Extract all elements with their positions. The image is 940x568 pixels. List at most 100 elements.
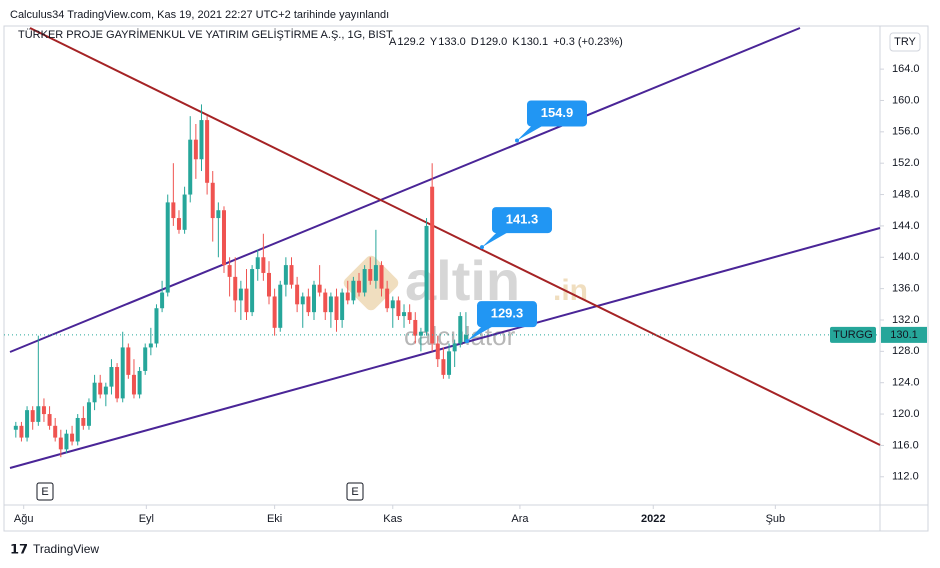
x-tick-label: Ağu	[14, 513, 34, 525]
candle-body	[452, 343, 457, 352]
candle-body	[176, 218, 181, 230]
candle-body	[447, 351, 452, 375]
candle-body	[351, 280, 356, 301]
candle-body	[126, 347, 131, 375]
plot	[13, 104, 468, 458]
candle-body	[402, 312, 407, 317]
candle-body	[250, 269, 255, 313]
callout-label: 154.9	[541, 105, 574, 120]
candle-body	[182, 194, 187, 230]
candle-body	[92, 382, 97, 403]
frame	[3, 25, 929, 532]
y-tick-label: 156.0	[892, 126, 920, 138]
candle-body	[165, 202, 170, 293]
callout-box	[477, 301, 537, 328]
y-tick-label: 160.0	[892, 94, 920, 106]
candle-body	[328, 296, 333, 313]
candle-body	[81, 417, 86, 426]
trend-line	[29, 27, 881, 446]
candle-body	[396, 300, 401, 317]
y-tick-label: 116.0	[892, 439, 919, 451]
event-marker	[346, 482, 364, 501]
candle-body	[418, 331, 423, 336]
footer-logo: 𝟭𝟳	[10, 541, 28, 556]
candle-body	[221, 210, 226, 266]
candle-body	[323, 292, 328, 313]
candle-body	[373, 265, 378, 281]
candle-body	[441, 359, 446, 375]
y-tick-label: 132.0	[892, 314, 920, 326]
x-tick-label: Eyl	[139, 513, 154, 525]
candle-body	[244, 288, 249, 313]
ohlc-item: 133.0	[438, 36, 466, 48]
ohlc-legend: A 129.2 Y 133.0 D 129.0 K 130.1 +0.3 (+0.23%)	[389, 36, 623, 48]
callout-anchor	[465, 339, 469, 344]
ohlc-item: 129.2	[397, 36, 425, 48]
price-tag	[881, 326, 927, 343]
candle-body	[193, 139, 198, 160]
watermark-text: .in	[553, 274, 588, 307]
candle-body	[137, 370, 142, 395]
ohlc-item: 129.0	[480, 36, 508, 48]
candle-body	[357, 280, 362, 293]
candle-body	[70, 433, 75, 442]
callout-pointer	[467, 325, 495, 342]
y-tick-label: 148.0	[892, 188, 920, 200]
candle-body	[289, 265, 294, 285]
y-tick-label: 124.0	[892, 377, 920, 389]
watermark-logo	[343, 255, 399, 311]
y-tick-label: 144.0	[892, 220, 920, 232]
candle-body	[41, 406, 46, 415]
candle-body	[171, 202, 176, 219]
x-tick-label: Kas	[383, 513, 402, 525]
callout-anchor	[480, 245, 484, 250]
candle-body	[30, 410, 35, 422]
candle-body	[103, 386, 108, 395]
ohlc-item: K	[512, 36, 520, 48]
callout-box	[492, 207, 552, 234]
candle-body	[86, 402, 91, 426]
candle-body	[143, 347, 148, 371]
candle-body	[272, 296, 277, 328]
candle-body	[227, 265, 232, 277]
candle-body	[115, 367, 120, 399]
currency-box	[889, 32, 921, 52]
candle-body	[199, 120, 204, 160]
ohlc-item: A	[389, 36, 397, 48]
candle-body	[385, 288, 390, 309]
candle-body	[340, 292, 345, 320]
candle-body	[205, 120, 210, 183]
x-tick-label: Eki	[267, 513, 282, 525]
candle-body	[458, 316, 463, 344]
candle-body	[334, 296, 339, 320]
candle-body	[188, 139, 193, 195]
candle-body	[390, 300, 395, 309]
candle-body	[407, 312, 412, 320]
symbol-title: TÜRKER PROJE GAYRİMENKUL VE YATIRIM GELİ…	[18, 28, 393, 41]
callout-pointer	[517, 124, 545, 141]
trend-line	[9, 27, 801, 353]
candle-body	[210, 182, 215, 219]
symbol-tag-label: TURGG	[833, 329, 873, 341]
y-tick-label: 112.0	[892, 471, 919, 483]
callout-box	[527, 100, 587, 127]
candle-body	[312, 284, 317, 313]
event-label: E	[41, 486, 48, 498]
candle-body	[463, 334, 468, 342]
candle-body	[424, 225, 429, 332]
candle-body	[362, 269, 367, 293]
candle-body	[53, 425, 58, 438]
candle-body	[261, 257, 266, 273]
trend-line	[9, 227, 881, 469]
candle-body	[266, 272, 271, 297]
y-tick-label: 164.0	[892, 63, 920, 75]
ohlc-item: +0.3 (+0.23%)	[553, 36, 623, 48]
y-tick-label: 120.0	[892, 408, 920, 420]
candle-body	[25, 410, 30, 438]
header: Calculus34 TradingView.com, Kas 19, 2021…	[10, 9, 389, 21]
y-tick-label: 128.0	[892, 345, 920, 357]
y-tick-label: 140.0	[892, 251, 920, 263]
candle-body	[47, 414, 52, 426]
